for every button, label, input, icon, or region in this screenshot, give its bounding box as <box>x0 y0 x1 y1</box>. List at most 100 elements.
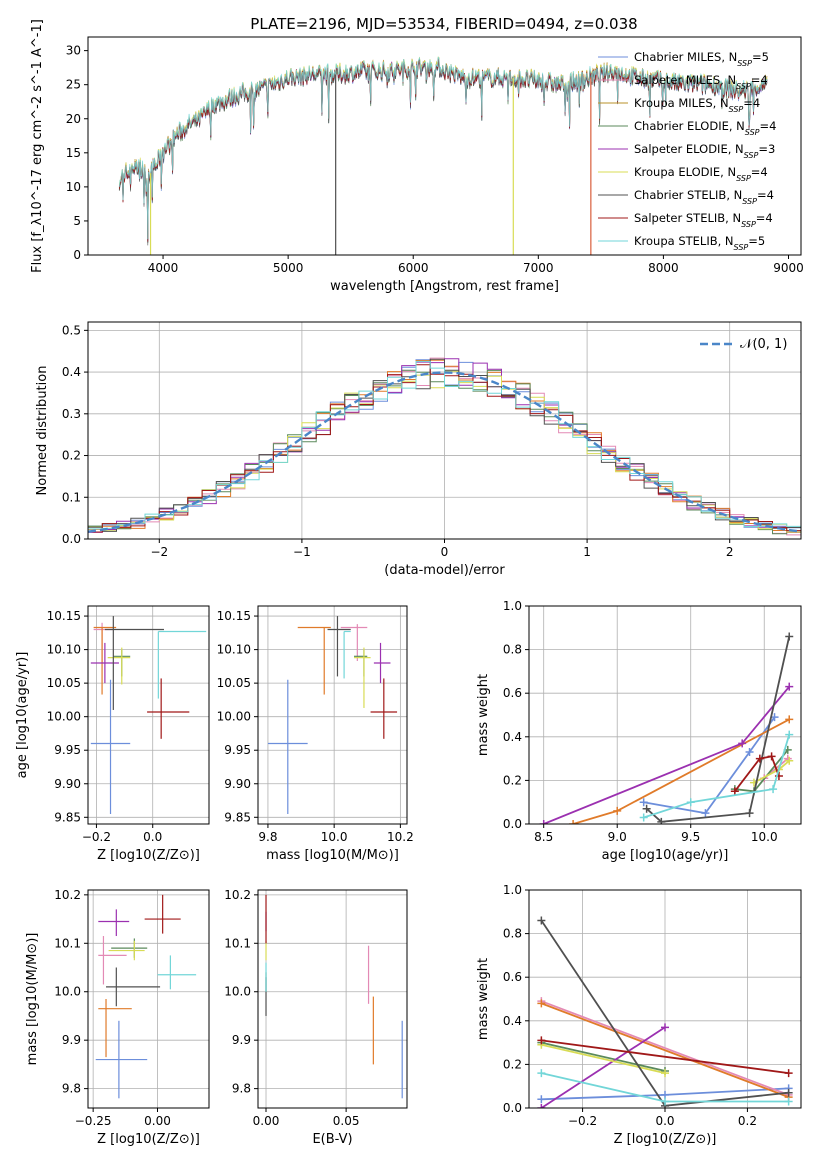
legend-entry: Salpeter STELIB, NSSP=4 <box>634 211 773 229</box>
data-point-marker <box>639 813 648 822</box>
figure-title: PLATE=2196, MJD=53534, FIBERID=0494, z=0… <box>250 15 637 33</box>
y-tick-label: 10.1 <box>54 936 81 950</box>
spectrum-series-line <box>118 56 768 240</box>
data-point-marker <box>784 1097 793 1106</box>
y-tick-label: 10.00 <box>47 710 81 724</box>
y-tick-label: 10.1 <box>224 936 251 950</box>
y-axis-label: Flux [f_λ10^-17 erg cm^-2 s^-1 A^-1] <box>30 19 45 273</box>
y-tick-label: 0 <box>73 248 81 262</box>
legend-subscript: SSP <box>745 128 760 137</box>
y-tick-label: 0.6 <box>503 686 522 700</box>
y-tick-label: 10.05 <box>217 676 251 690</box>
x-tick-label: 9.8 <box>258 830 277 844</box>
legend-subscript: SSP <box>734 243 749 252</box>
y-tick-label: 9.8 <box>62 1082 81 1096</box>
data-point-marker <box>537 1095 546 1104</box>
y-tick-label: 0.0 <box>503 1101 522 1115</box>
legend-entry: Kroupa MILES, NSSP=4 <box>634 96 760 114</box>
data-point-marker <box>657 817 666 824</box>
legend-count: =4 <box>757 188 774 202</box>
y-tick-label: 0.3 <box>62 407 81 421</box>
y-tick-label: 9.9 <box>62 1033 81 1047</box>
y-tick-label: 9.95 <box>224 743 251 757</box>
y-tick-label: 0.4 <box>503 1014 522 1028</box>
mass-vs-Z-plot-area <box>95 894 197 1099</box>
y-tick-label: 0.0 <box>62 532 81 546</box>
series-line <box>646 636 791 823</box>
x-tick-label: 8.5 <box>534 830 553 844</box>
data-point-marker <box>785 730 794 739</box>
x-tick-label: 4000 <box>148 261 179 275</box>
legend-entry: Chabrier MILES, NSSP=5 <box>634 50 769 68</box>
y-tick-label: 5 <box>73 214 81 228</box>
x-tick-label: 10.0 <box>321 830 348 844</box>
legend-subscript: SSP <box>741 220 756 229</box>
data-point-marker <box>639 798 648 807</box>
y-axis-label: mass [log10(M/M⊙)] <box>25 933 40 1066</box>
x-tick-label: −1 <box>293 545 311 559</box>
x-axis-label: wavelength [Angstrom, rest frame] <box>330 279 559 294</box>
y-tick-label: 25 <box>66 78 81 92</box>
y-tick-label: 0.0 <box>503 817 522 831</box>
legend-count: =5 <box>748 234 765 248</box>
legend-entry: Salpeter MILES, NSSP=4 <box>634 73 768 91</box>
y-tick-label: 10.10 <box>47 643 81 657</box>
x-tick-label: 0.0 <box>143 830 162 844</box>
legend-subscript: SSP <box>736 174 751 183</box>
legend-count: =4 <box>751 165 768 179</box>
data-point-marker <box>661 1023 669 1032</box>
legend-entry: Chabrier STELIB, NSSP=4 <box>634 188 774 206</box>
y-tick-label: 0.5 <box>62 323 81 337</box>
data-point-marker <box>767 752 776 761</box>
y-tick-label: 9.85 <box>224 810 251 824</box>
data-point-marker <box>755 754 764 763</box>
x-tick-label: 10.0 <box>751 830 778 844</box>
x-tick-label: 9.5 <box>681 830 700 844</box>
age-vs-Z-plot-area <box>90 616 207 814</box>
mass-weight-vs-age-plot-area <box>539 632 794 824</box>
data-point-marker <box>642 804 651 813</box>
legend-count: =4 <box>760 119 777 133</box>
y-tick-label: 0.8 <box>503 643 522 657</box>
x-axis-label: Z [log10(Z/Z⊙)] <box>97 848 200 863</box>
x-axis-label: Z [log10(Z/Z⊙)] <box>614 1132 717 1147</box>
data-point-marker <box>785 682 794 691</box>
y-tick-label: 1.0 <box>503 599 522 613</box>
age-vs-mass-plot-area <box>267 616 398 814</box>
series-line <box>734 755 780 792</box>
normal-curve <box>88 371 801 533</box>
mass-vs-EBV-panel: 0.00 0.05 9.8 9.9 10.0 10.1 10.2 E(B-V) <box>224 888 408 1147</box>
y-tick-label: 10.05 <box>47 676 81 690</box>
data-point-marker <box>537 999 546 1008</box>
data-point-marker <box>569 820 578 824</box>
x-tick-label: 0.05 <box>333 1114 360 1128</box>
data-point-marker <box>738 739 747 748</box>
x-tick-label: −2 <box>150 545 168 559</box>
series-line <box>541 1000 789 1096</box>
x-tick-label: 7000 <box>523 261 554 275</box>
data-point-marker <box>613 806 622 815</box>
data-point-marker <box>785 632 794 641</box>
y-tick-label: 30 <box>66 44 81 58</box>
x-tick-label: 5000 <box>273 261 304 275</box>
y-tick-label: 0.4 <box>503 730 522 744</box>
age-vs-Z-panel: −0.2 0.0 9.85 9.90 9.95 10.00 10.05 10.10 10.15 Z… <box>15 605 210 863</box>
spectrum-legend: Chabrier MILES, NSSP=5 Salpeter MILES, NS… <box>598 50 776 252</box>
x-tick-label: 0.00 <box>144 1114 171 1128</box>
x-axis-label: Z [log10(Z/Z⊙)] <box>97 1132 200 1147</box>
series-line <box>734 749 789 793</box>
mass-weight-vs-age-panel: 8.5 9.0 9.5 10.0 0.0 0.2 0.4 0.6 0.8 1.0 age [log1… <box>476 599 802 863</box>
y-tick-label: 15 <box>66 146 81 160</box>
data-point-marker <box>701 809 710 818</box>
y-tick-label: 1.0 <box>503 883 522 897</box>
data-point-marker <box>686 798 695 807</box>
spectrum-panel: 4000 5000 6000 7000 8000 9000 0 5 10 15 20 25 30 wave… <box>30 19 804 294</box>
legend-entry: 𝒩(0, 1) <box>740 337 787 352</box>
series-line <box>643 734 791 819</box>
x-axis-label: mass [log10(M/M⊙)] <box>266 848 399 863</box>
x-tick-label: 0.0 <box>655 1114 674 1128</box>
y-tick-label: 10.2 <box>54 888 81 902</box>
legend-entry: Salpeter ELODIE, NSSP=3 <box>634 142 775 160</box>
y-tick-label: 10.2 <box>224 888 251 902</box>
y-tick-label: 0.4 <box>62 365 81 379</box>
